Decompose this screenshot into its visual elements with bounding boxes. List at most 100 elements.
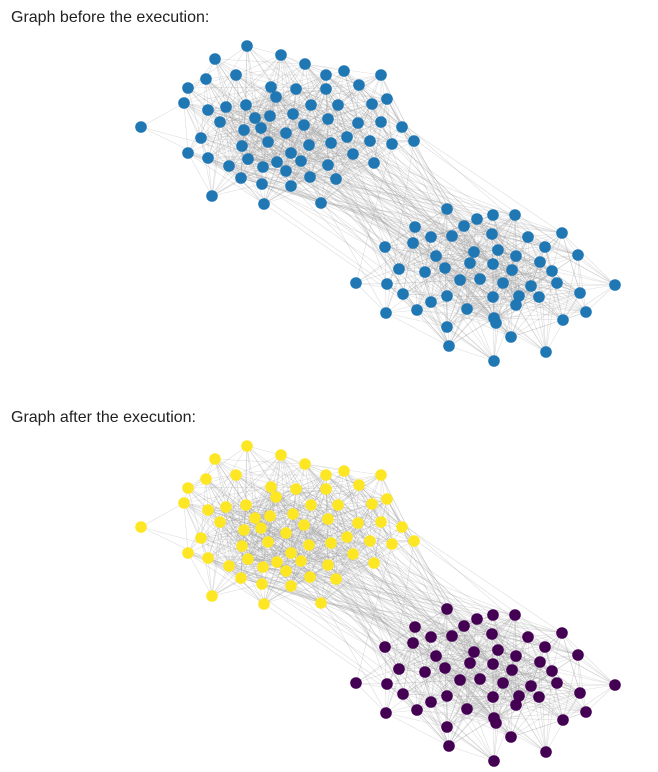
graph-node xyxy=(474,673,486,685)
graph-edge xyxy=(459,663,494,681)
graph-edge xyxy=(493,711,587,719)
graph-edge xyxy=(337,104,386,248)
graph-edge xyxy=(225,506,294,515)
graph-edge xyxy=(219,488,297,523)
graph-edge xyxy=(444,208,448,269)
graph-edge xyxy=(352,153,512,338)
graph-edge xyxy=(207,509,563,634)
graph-edge xyxy=(459,679,517,706)
graph-edge xyxy=(303,524,311,578)
graph-edge xyxy=(276,153,354,163)
graph-edge xyxy=(235,474,297,490)
graph-edge xyxy=(384,226,416,248)
graph-edge xyxy=(402,693,450,747)
graph-node xyxy=(195,132,207,144)
graph-edge xyxy=(435,655,494,665)
graph-edge xyxy=(544,246,558,284)
graph-edge xyxy=(267,474,327,543)
graph-node xyxy=(271,556,283,568)
graph-node xyxy=(341,531,353,543)
graph-node xyxy=(200,73,212,85)
graph-edge xyxy=(263,115,271,205)
graph-node xyxy=(322,559,334,571)
graph-edge xyxy=(245,104,329,120)
graph-edge xyxy=(493,304,517,362)
graph-edge xyxy=(245,45,248,106)
graph-edge xyxy=(544,646,558,684)
graph-edge xyxy=(386,271,426,285)
graph-edge xyxy=(335,104,339,180)
graph-edge xyxy=(270,86,339,106)
graph-edge xyxy=(448,696,494,747)
graph-edge xyxy=(243,513,294,531)
graph-edge xyxy=(304,463,348,538)
graph-node xyxy=(338,65,350,77)
graph-edge xyxy=(515,655,540,698)
graph-edge xyxy=(385,712,450,747)
graph-edge xyxy=(240,124,305,179)
graph-edge xyxy=(448,717,495,747)
graph-edge xyxy=(448,745,495,762)
graph-node xyxy=(305,99,317,111)
graph-edge xyxy=(228,474,237,567)
graph-edge xyxy=(219,515,271,523)
graph-edge xyxy=(492,614,516,698)
graph-node xyxy=(262,136,274,148)
graph-edge xyxy=(261,583,495,719)
graph-edge xyxy=(304,63,312,106)
graph-edge xyxy=(187,487,202,539)
graph-edge xyxy=(416,635,453,711)
graph-edge xyxy=(518,246,546,297)
graph-node xyxy=(304,171,316,183)
graph-edge xyxy=(479,278,517,306)
graph-edge xyxy=(469,662,495,719)
graph-edge xyxy=(235,63,306,76)
graph-node xyxy=(299,458,311,470)
graph-edge xyxy=(335,126,403,180)
graph-edge xyxy=(402,293,448,297)
graph-edge xyxy=(325,88,388,100)
graph-edge xyxy=(466,262,471,310)
graph-edge xyxy=(479,678,512,738)
graph-edge xyxy=(276,161,495,362)
graph-node xyxy=(242,553,254,565)
graph-edge xyxy=(459,679,494,698)
graph-edge xyxy=(416,309,450,347)
graph-edge xyxy=(246,445,478,620)
graph-node xyxy=(486,628,498,640)
graph-edge xyxy=(295,88,465,227)
graph-edge xyxy=(292,113,332,144)
graph-edge xyxy=(530,632,563,687)
graph-edge xyxy=(492,296,495,362)
graph-edge xyxy=(275,74,327,98)
graph-edge xyxy=(545,670,553,753)
graph-edge xyxy=(308,544,375,564)
graph-edge xyxy=(285,170,322,204)
graph-edge xyxy=(502,654,579,684)
graph-node xyxy=(539,241,551,253)
graph-node xyxy=(178,97,190,109)
graph-edge xyxy=(514,614,532,687)
graph-edge xyxy=(330,140,371,144)
graph-edge xyxy=(561,632,587,713)
graph-edge xyxy=(444,236,529,269)
graph-edge xyxy=(446,678,481,697)
graph-edge xyxy=(435,251,475,257)
graph-edge xyxy=(527,636,532,687)
graph-edge xyxy=(219,474,237,523)
graph-edge xyxy=(412,242,475,253)
graph-edge xyxy=(446,278,481,328)
graph-edge xyxy=(292,74,327,115)
graph-edge xyxy=(245,445,248,506)
graph-edge xyxy=(320,602,563,634)
graph-node xyxy=(381,278,393,290)
graph-edge xyxy=(269,88,327,117)
graph-edge xyxy=(412,625,465,644)
graph-edge xyxy=(243,86,272,131)
graph-edge xyxy=(260,104,312,129)
graph-edge xyxy=(446,695,520,728)
graph-edge xyxy=(424,671,461,681)
graph-edge xyxy=(448,317,495,347)
graph-edge xyxy=(492,663,553,672)
graph-edge xyxy=(304,463,312,506)
